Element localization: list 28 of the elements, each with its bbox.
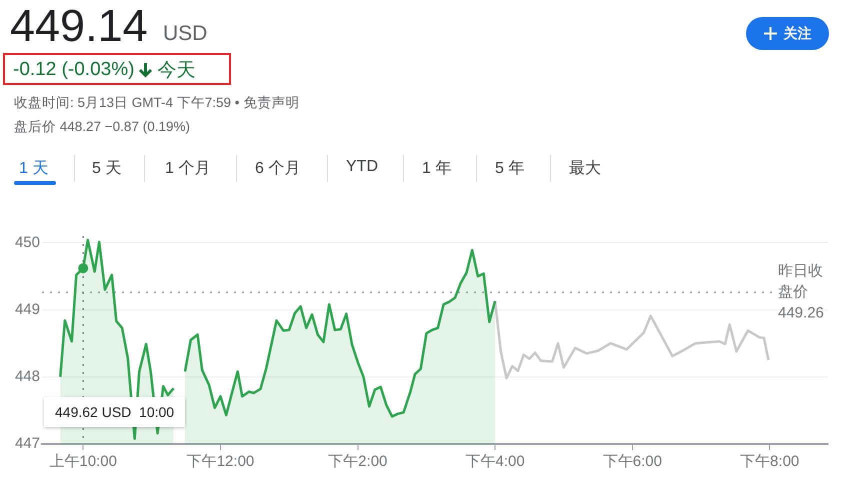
annotation: 449.62 USD 10:00 — [44, 397, 186, 427]
text: USD — [163, 22, 208, 46]
y-tick-label: 448 — [14, 368, 40, 386]
x-tick-label: 下午8:00 — [740, 453, 800, 470]
text: 5 年 — [495, 159, 524, 179]
text: 6 个月 — [255, 159, 300, 179]
text: 5 天 — [92, 159, 122, 179]
y-tick-label: 450 — [14, 234, 40, 251]
y-tick-label: 449 — [14, 300, 40, 318]
x-tick-label: 下午2:00 — [328, 453, 388, 470]
annotation: 449.26 — [778, 304, 824, 322]
text: 最大 — [569, 158, 601, 179]
x-tick-label: 下午4:00 — [465, 453, 525, 470]
chart-title: 449.14 — [10, 0, 148, 52]
text: 1 年 — [422, 159, 452, 179]
text: 今天 — [157, 59, 196, 83]
y-tick-label: 447 — [14, 435, 40, 452]
text: 收盘时间: 5月13日 GMT-4 下午7:59 • 免责声明 — [14, 94, 300, 112]
chart-subtitle: -0.12 (-0.03%) — [13, 59, 134, 81]
text: 1 个月 — [165, 159, 210, 179]
x-tick-label: 上午10:00 — [49, 453, 117, 470]
text: 1 天 — [19, 159, 48, 179]
ref-line-label: 昨日收盘价 — [778, 262, 823, 300]
text: 关注 — [784, 24, 812, 42]
text: YTD — [346, 158, 378, 176]
x-tick-label: 下午12:00 — [186, 453, 254, 470]
x-tick-label: 下午6:00 — [602, 453, 662, 470]
text: 盘后价 448.27 −0.87 (0.19%) — [14, 118, 190, 136]
